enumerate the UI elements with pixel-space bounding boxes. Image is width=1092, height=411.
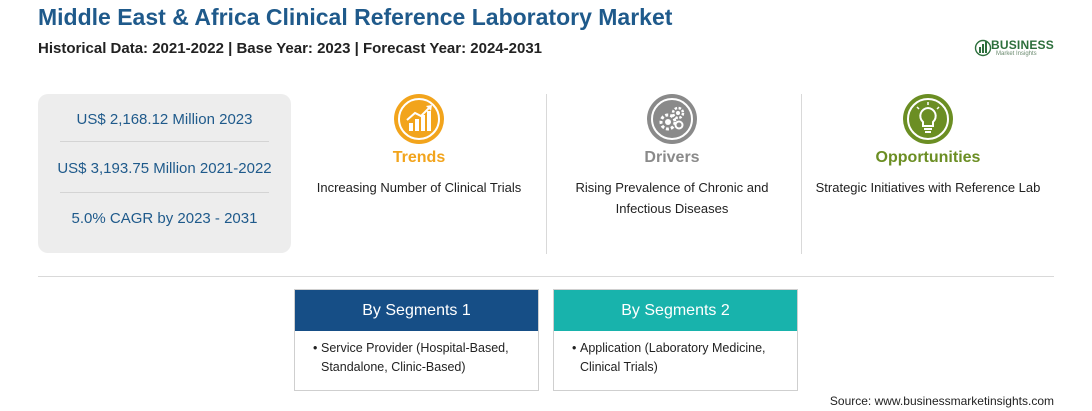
feature-desc-trends: Increasing Number of Clinical Trials: [316, 180, 522, 195]
brand-logo[interactable]: BUSINESS Market Insights: [974, 37, 1064, 59]
feature-drivers: Drivers Rising Prevalence of Chronic and…: [547, 93, 797, 219]
feature-desc-drivers: Rising Prevalence of Chronic and Infecti…: [575, 180, 769, 216]
trend-chart-icon: [393, 93, 445, 145]
segment-card-1: By Segments 1 Service Provider (Hospital…: [294, 289, 539, 391]
page-subtitle: Historical Data: 2021-2022 | Base Year: …: [38, 40, 543, 57]
segment-title-2: By Segments 2: [554, 290, 797, 331]
page-title: Middle East & Africa Clinical Reference …: [38, 4, 673, 30]
segment-card-2: By Segments 2 Application (Laboratory Me…: [553, 289, 798, 391]
segment-title-1: By Segments 1: [295, 290, 538, 331]
stat-divider: [60, 192, 269, 193]
feature-label-trends: Trends: [392, 149, 446, 166]
stat-market-size-2023: US$ 2,168.12 Million 2023: [76, 111, 253, 128]
feature-desc-opportunities: Strategic Initiatives with Reference Lab: [815, 180, 1041, 195]
lightbulb-icon: [902, 93, 954, 145]
segment-list-2: Application (Laboratory Medicine, Clinic…: [554, 331, 797, 377]
segment-item: Application (Laboratory Medicine, Clinic…: [572, 339, 783, 377]
feature-trends: Trends Increasing Number of Clinical Tri…: [294, 93, 544, 198]
segment-item: Service Provider (Hospital-Based, Standa…: [313, 339, 524, 377]
feature-opportunities: Opportunities Strategic Initiatives with…: [803, 93, 1053, 198]
segment-list-1: Service Provider (Hospital-Based, Standa…: [295, 331, 538, 377]
stats-panel: US$ 2,168.12 Million 2023 US$ 3,193.75 M…: [38, 94, 291, 253]
logo-name: BUSINESS: [991, 38, 1054, 52]
logo-tagline: Market Insights: [996, 51, 1037, 57]
gears-icon: [646, 93, 698, 145]
stat-historical-value: US$ 3,193.75 Million 2021-2022: [57, 160, 272, 177]
bar-globe-logo-icon: [974, 39, 992, 57]
stat-divider: [60, 141, 269, 142]
section-divider: [38, 276, 1054, 277]
feature-label-drivers: Drivers: [644, 149, 700, 166]
column-divider: [801, 94, 802, 254]
feature-label-opportunities: Opportunities: [875, 149, 981, 166]
stat-cagr: 5.0% CAGR by 2023 - 2031: [71, 210, 258, 227]
source-note: Source: www.businessmarketinsights.com: [829, 394, 1054, 408]
column-divider: [546, 94, 547, 254]
